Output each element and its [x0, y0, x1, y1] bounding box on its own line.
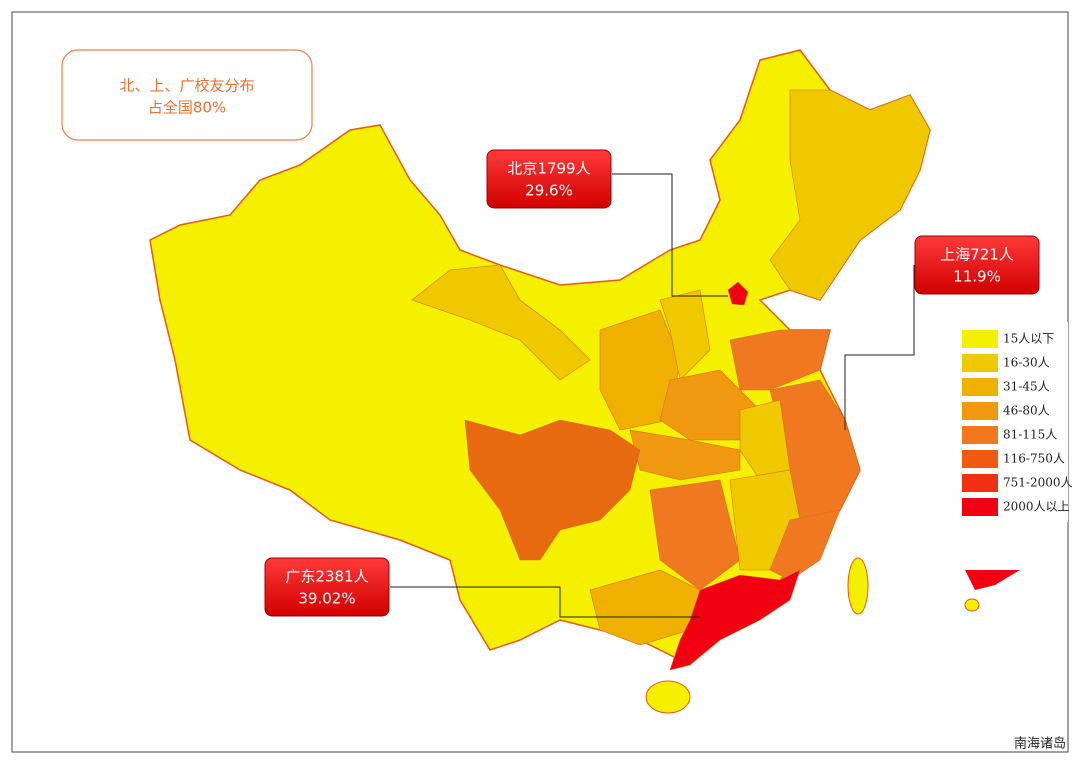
sichuan — [464, 419, 641, 561]
legend-swatch — [962, 474, 998, 492]
callout-label: 上海721人 — [940, 246, 1014, 264]
leader-line — [612, 173, 728, 297]
callout-share: 29.6% — [525, 182, 573, 200]
hunan — [649, 479, 741, 591]
legend-swatch — [962, 498, 998, 516]
legend-swatch — [962, 330, 998, 348]
leader-line — [844, 265, 915, 430]
note-line: 占全国80% — [148, 99, 226, 117]
hainan — [645, 680, 691, 714]
shandong — [729, 329, 831, 391]
leader-line — [390, 586, 700, 618]
callout-share: 39.02% — [298, 590, 355, 608]
shanxi — [659, 289, 711, 381]
china-map — [149, 49, 931, 714]
legend-label: 16-30人 — [1003, 356, 1050, 370]
taiwan — [847, 557, 869, 615]
legend-swatch — [962, 354, 998, 372]
guangdong — [669, 569, 801, 671]
inset-guangdong — [965, 570, 1020, 590]
callout-box — [264, 557, 390, 617]
callout-label: 北京1799人 — [507, 160, 590, 178]
legend-label: 31-45人 — [1003, 380, 1050, 394]
note-line: 北、上、广校友分布 — [119, 77, 254, 95]
legend-label: 751-2000人 — [1003, 476, 1073, 490]
callout-box — [486, 149, 612, 209]
fujian — [769, 509, 841, 581]
legend-label: 46-80人 — [1003, 404, 1050, 418]
callout-label: 广东2381人 — [285, 568, 368, 586]
legend-swatch — [962, 450, 998, 468]
legend-swatch — [962, 402, 998, 420]
legend: 15人以下 16-30人 31-45人 46-80人 81-115人 116-750人 75… — [958, 322, 1073, 522]
northeast — [769, 89, 931, 301]
gansu — [411, 264, 591, 381]
inset-label: 南海诸岛 — [1014, 736, 1066, 752]
callout-box — [914, 235, 1040, 295]
hubei — [629, 429, 741, 481]
legend-label: 116-750人 — [1003, 452, 1065, 466]
callouts: 北京1799人 29.6% 上海721人 11.9% 广东2381人 39.02% — [264, 149, 1040, 617]
note: 北、上、广校友分布 占全国80% — [61, 49, 313, 141]
note-box — [61, 49, 313, 141]
legend-label: 2000人以上 — [1003, 500, 1070, 514]
leaders — [390, 173, 915, 618]
legend-label: 15人以下 — [1003, 332, 1054, 346]
beijing — [727, 281, 749, 306]
legend-swatch — [962, 378, 998, 396]
callout-share: 11.9% — [953, 268, 1001, 286]
inset-hainan — [964, 598, 980, 612]
legend-swatch — [962, 426, 998, 444]
legend-label: 81-115人 — [1003, 428, 1057, 442]
inset: 南海诸岛 — [962, 540, 1066, 752]
